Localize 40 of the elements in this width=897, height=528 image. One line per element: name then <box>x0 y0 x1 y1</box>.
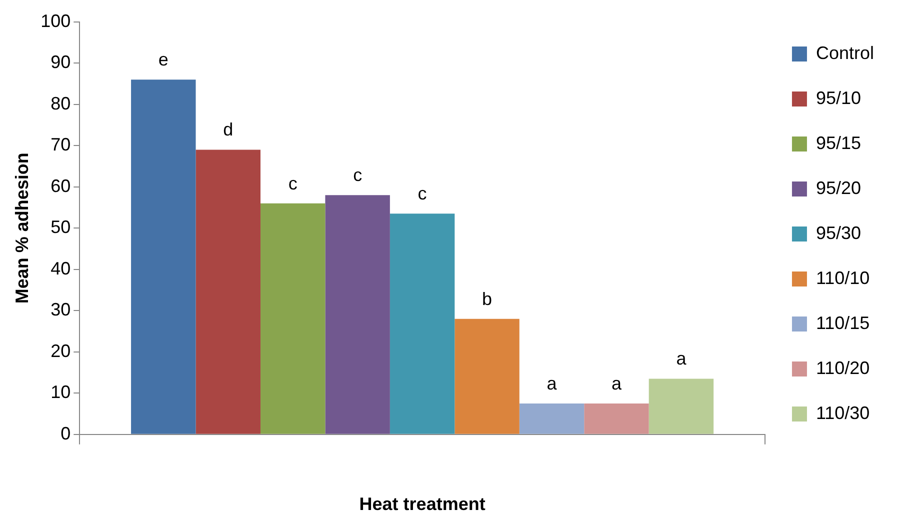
x-axis-title: Heat treatment <box>359 494 486 514</box>
bar <box>325 195 390 434</box>
legend-label: 110/15 <box>816 312 870 333</box>
y-tick-label: 40 <box>50 258 71 278</box>
bar <box>454 318 520 434</box>
y-tick-label: 80 <box>50 93 71 114</box>
annotation: e <box>158 50 168 70</box>
annotation: a <box>546 373 558 394</box>
legend-label: 95/10 <box>816 88 862 108</box>
legend-label: 110/20 <box>816 358 870 378</box>
bar <box>196 150 260 434</box>
annotation: c <box>288 173 298 194</box>
y-tick-label: 30 <box>50 300 71 320</box>
y-tick-label: 60 <box>50 176 71 196</box>
bar <box>131 80 196 434</box>
annotation: a <box>676 348 688 369</box>
annotation: d <box>223 120 234 140</box>
legend-label: Control <box>816 42 874 63</box>
legend-label: 95/30 <box>816 222 862 243</box>
legend-label: 95/15 <box>816 132 862 153</box>
bar <box>260 203 326 434</box>
bar <box>648 378 714 434</box>
y-tick-label: 70 <box>50 134 71 155</box>
y-tick-label: 0 <box>60 423 71 444</box>
y-tick-label: 50 <box>50 217 71 238</box>
legend-label: 110/10 <box>816 268 870 288</box>
legend-label: 110/30 <box>816 402 870 423</box>
annotation: c <box>418 184 427 204</box>
bar <box>390 214 455 434</box>
y-tick-label: 90 <box>50 52 71 72</box>
y-tick-label: 20 <box>50 340 71 361</box>
annotation: b <box>482 288 492 309</box>
annotation: c <box>353 165 362 186</box>
legend-label: 95/20 <box>816 178 862 198</box>
bar <box>584 403 649 434</box>
y-tick-label: 10 <box>50 382 71 402</box>
y-axis-title: Mean % adhesion <box>12 152 32 304</box>
y-tick-label: 100 <box>40 10 71 31</box>
annotation: a <box>611 373 622 394</box>
bar <box>519 403 584 434</box>
